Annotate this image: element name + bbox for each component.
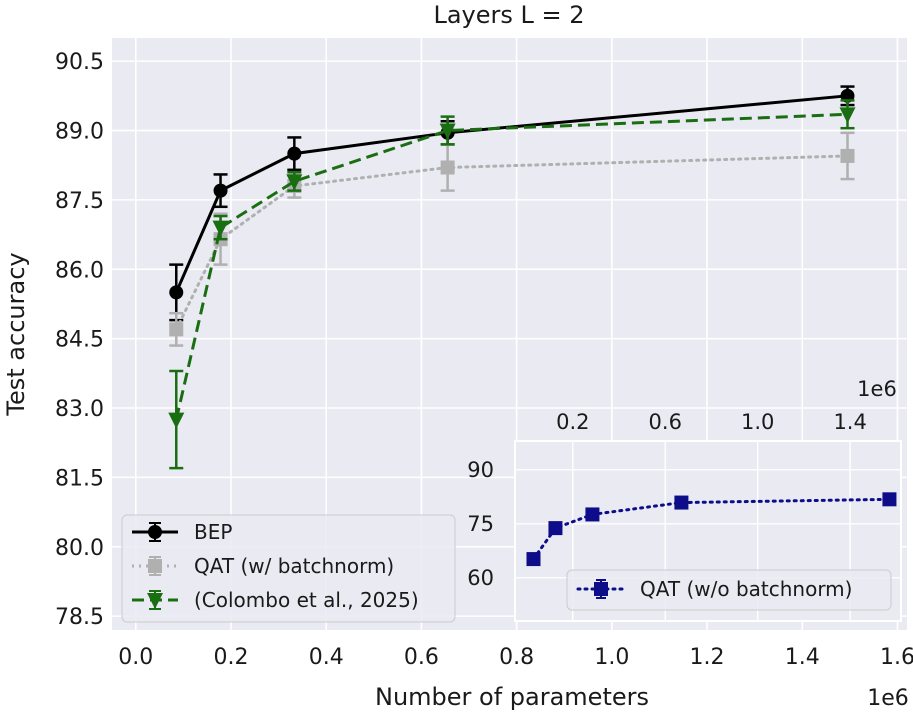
x-tick-label: 1.0 <box>594 645 629 670</box>
x-axis-label: Number of parameters <box>375 683 649 711</box>
main-series-1-point <box>440 160 455 175</box>
y-tick-label: 80.0 <box>55 536 104 561</box>
legend-marker <box>148 525 162 539</box>
y-axis-label: Test accuracy <box>2 252 30 416</box>
main-series-1-point <box>840 148 855 163</box>
main-legend-box <box>121 514 456 623</box>
inset-series-0-point <box>548 521 563 536</box>
x-tick-label: 0.2 <box>214 645 249 670</box>
main-series-2-line <box>174 112 848 420</box>
y-tick-label: 78.5 <box>55 605 104 630</box>
y-tick-label: 86.0 <box>55 258 104 283</box>
x-tick-label: 1.4 <box>785 645 820 670</box>
inset-series-0-point <box>526 552 541 567</box>
inset-legend: QAT (w/o batchnorm) <box>566 569 892 611</box>
x-tick-label: 0.0 <box>118 645 153 670</box>
legend-marker <box>148 559 162 573</box>
inset-x-tick-label: 1.4 <box>833 410 866 434</box>
x-tick-label: 1.2 <box>690 645 725 670</box>
legend-label: (Colombo et al., 2025) <box>194 588 419 612</box>
inset-x-tick-label: 1.0 <box>741 410 774 434</box>
x-tick-label: 0.8 <box>499 645 534 670</box>
inset-series-0-point <box>674 495 689 510</box>
x-tick-label: 0.4 <box>309 645 344 670</box>
inset-y-tick-label: 60 <box>467 566 494 590</box>
x-offset-label: 1e6 <box>867 686 909 711</box>
y-tick-label: 87.5 <box>55 189 104 214</box>
inset-legend-marker <box>594 582 608 596</box>
inset-legend-label: QAT (w/o batchnorm) <box>640 577 852 601</box>
inset-y-tick-label: 75 <box>467 512 494 536</box>
legend-label: BEP <box>194 520 232 544</box>
main-series-0-point <box>287 146 302 161</box>
main-series-0-point <box>213 183 228 198</box>
y-tick-label: 83.0 <box>55 397 104 422</box>
inset-x-tick-label: 0.6 <box>649 410 682 434</box>
inset-series-0-point <box>585 507 600 522</box>
legend-label: QAT (w/ batchnorm) <box>194 554 394 578</box>
main-series-2-point <box>439 123 456 140</box>
inset-y-ticks: 60 75 90 <box>467 458 494 590</box>
main-series-1-point <box>169 322 184 337</box>
main-x-ticks: 0.0 0.2 0.4 0.6 0.8 1.0 1.2 1.4 1.6 <box>118 645 913 670</box>
y-tick-label: 89.0 <box>55 120 104 145</box>
main-series-2-point <box>168 412 185 429</box>
y-tick-label: 81.5 <box>55 466 104 491</box>
main-series-2-point <box>286 174 303 191</box>
inset-series <box>526 492 897 567</box>
main-series <box>168 85 856 470</box>
inset-x-offset-label: 1e6 <box>857 377 897 401</box>
inset-chart: 0.2 0.6 1.0 1.4 60 75 90 1e6 QAT (w/o batchno… <box>467 377 902 622</box>
main-series-2-point <box>212 220 229 237</box>
inset-legend-box <box>566 569 892 611</box>
inset-y-tick-label: 90 <box>467 458 494 482</box>
y-tick-label: 90.5 <box>55 50 104 75</box>
y-tick-label: 84.5 <box>55 328 104 353</box>
main-series-0-point <box>169 285 184 300</box>
inset-series-0-point <box>882 492 897 507</box>
chart-title: Layers L = 2 <box>433 1 584 29</box>
legend-marker <box>147 593 163 609</box>
main-series-2-point <box>839 107 856 124</box>
x-tick-label: 1.6 <box>880 645 913 670</box>
inset-x-tick-label: 0.2 <box>556 410 589 434</box>
main-y-ticks: 78.5 80.0 81.5 83.0 84.5 86.0 87.5 89.0 90.5 <box>55 50 104 630</box>
x-tick-label: 0.6 <box>404 645 439 670</box>
main-legend: BEP QAT (w/ batchnorm) (Colombo et al., 20… <box>121 514 456 623</box>
inset-x-ticks: 0.2 0.6 1.0 1.4 <box>556 410 867 434</box>
